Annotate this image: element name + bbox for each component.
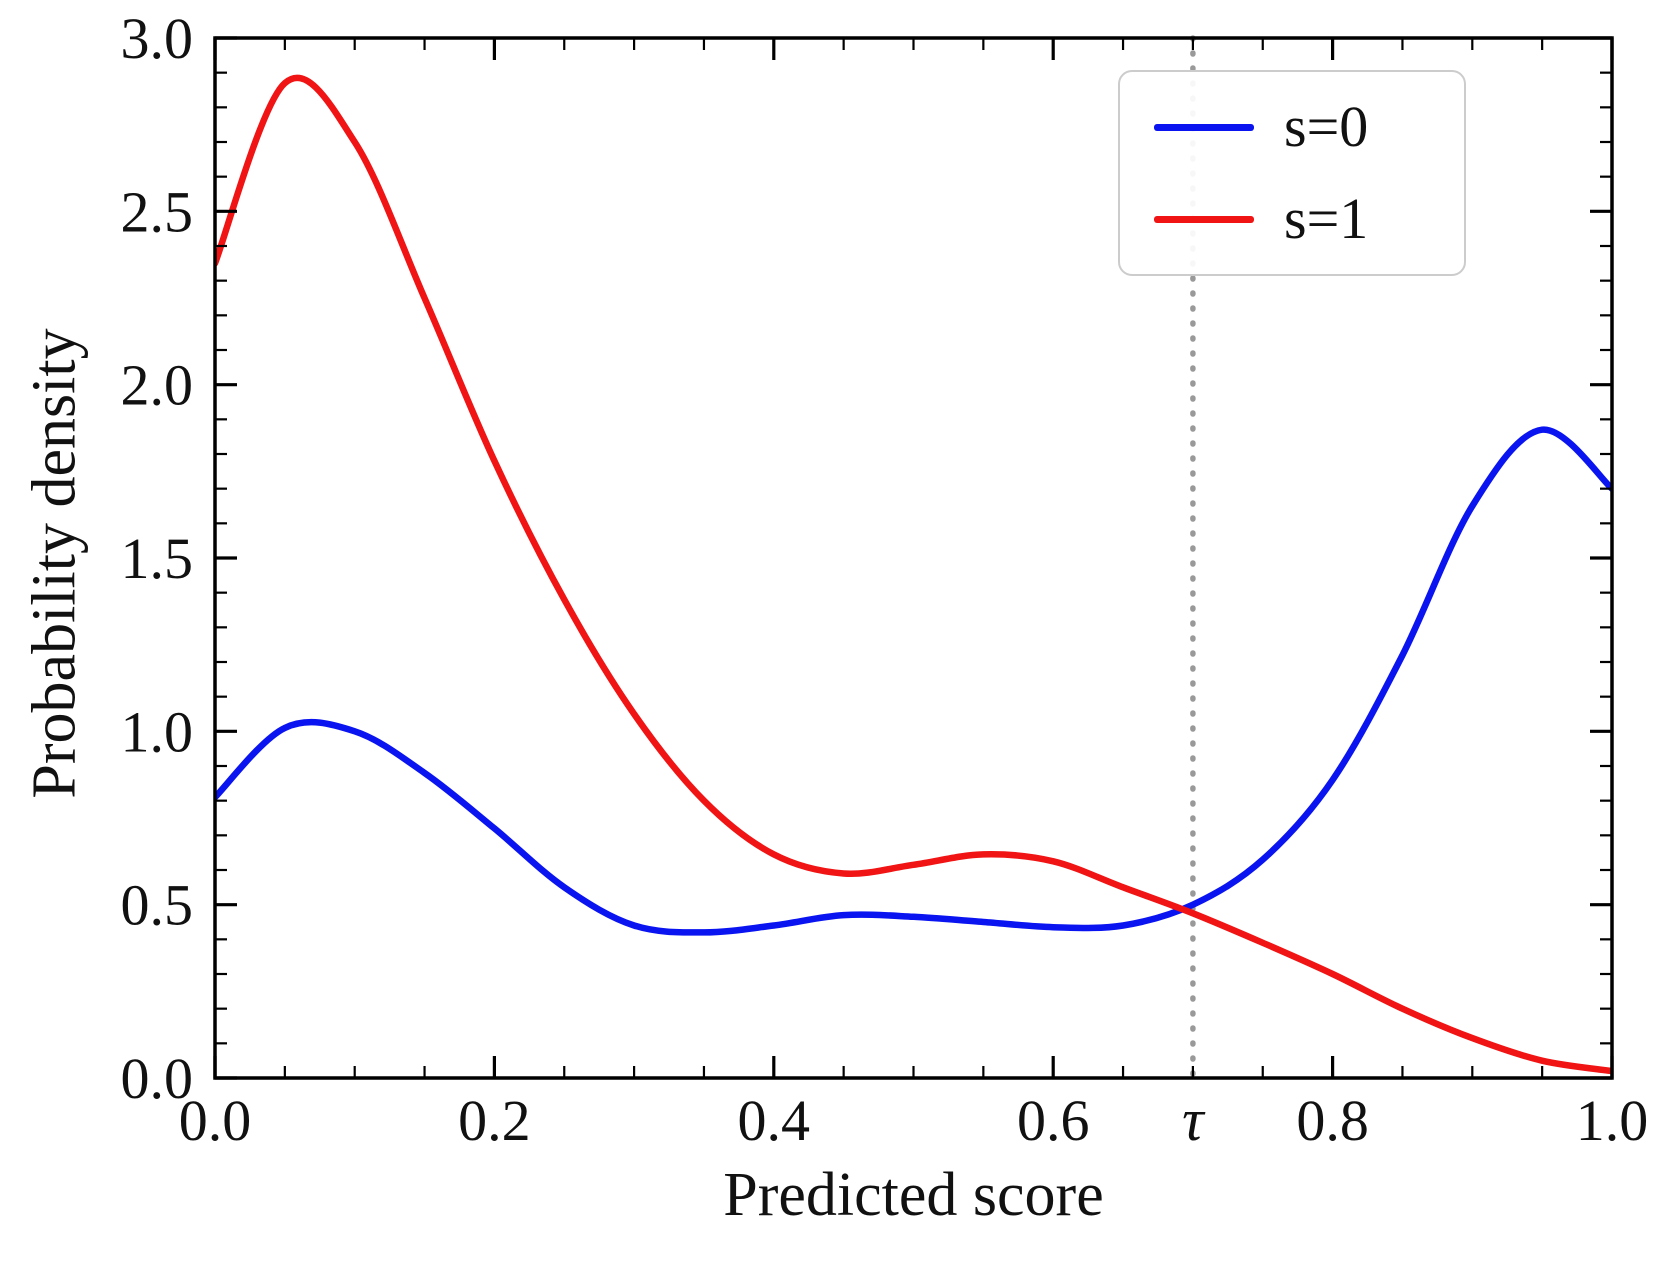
legend: s=0 s=1 [1118,70,1466,276]
legend-swatch-s1 [1154,215,1254,223]
legend-item-s0: s=0 [1154,98,1430,156]
x-tick-label: 0.4 [738,1088,811,1153]
legend-item-s1: s=1 [1154,190,1430,248]
legend-label-s1: s=1 [1284,186,1369,251]
x-tick-label: 0.6 [1017,1088,1090,1153]
legend-label-s0: s=0 [1284,94,1369,159]
y-tick-label: 0.5 [121,873,194,938]
curve-s0 [215,426,1612,936]
x-tick-label: 0.0 [179,1088,252,1153]
legend-swatch-s0 [1154,123,1254,131]
x-tick-label: 1.0 [1576,1088,1649,1153]
curve-s1 [215,74,1612,1075]
y-tick-label: 1.0 [121,699,194,764]
y-tick-label: 2.5 [121,179,194,244]
y-axis-label: Probability density [20,328,89,799]
x-tick-label: 0.2 [458,1088,531,1153]
y-tick-label: 3.0 [121,6,194,71]
x-axis-label: Predicted score [723,1161,1104,1229]
y-tick-label: 2.0 [121,353,194,418]
y-tick-label: 0.0 [121,1046,194,1111]
x-tick-label: 0.8 [1296,1088,1369,1153]
y-tick-label: 1.5 [121,526,194,591]
threshold-tick-label: τ [1182,1087,1206,1153]
